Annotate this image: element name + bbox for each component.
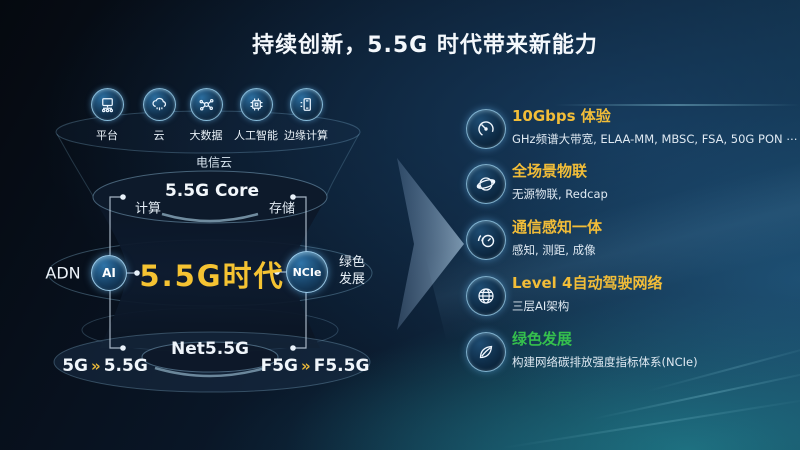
capability-title: 10Gbps 体验 bbox=[512, 107, 611, 125]
net-pedestal bbox=[141, 341, 279, 373]
autonomous-network-icon bbox=[466, 276, 506, 316]
capability-subtitle: 三层AI架构 bbox=[512, 299, 570, 313]
bracket-dot bbox=[274, 269, 280, 275]
net-label: Net5.5G bbox=[171, 339, 249, 359]
transition-arrow bbox=[397, 158, 464, 330]
cloud-label: 云 bbox=[153, 129, 165, 142]
core-glow bbox=[161, 212, 259, 223]
platform-icon bbox=[90, 88, 124, 121]
bracket-dot bbox=[120, 345, 126, 351]
bigdata-icon bbox=[189, 88, 223, 121]
capability-title: 绿色发展 bbox=[512, 330, 573, 348]
leaf-icon bbox=[466, 332, 506, 372]
capability-title: 通信感知一体 bbox=[512, 218, 603, 236]
capability-title: 全场景物联 bbox=[512, 162, 588, 180]
funnel-cone-left-edge bbox=[56, 133, 95, 199]
capability-10gbps: 10Gbps 体验 GHz频谱大带宽, ELAA-MM, MBSC, FSA, … bbox=[466, 100, 798, 152]
capability-subtitle: GHz频谱大带宽, ELAA-MM, MBSC, FSA, 50G PON ⋯ bbox=[512, 132, 798, 146]
evolution-arrow-icon: » bbox=[91, 357, 101, 375]
core-disk bbox=[92, 170, 328, 224]
green-development-label: 绿色 发展 bbox=[338, 255, 366, 287]
gauge-icon bbox=[466, 109, 506, 149]
bracket-dot bbox=[290, 345, 296, 351]
ai-chip-icon bbox=[239, 88, 273, 121]
platform-label: 平台 bbox=[96, 129, 118, 142]
edge-computing-icon bbox=[289, 88, 323, 121]
capability-iot: 全场景物联 无源物联, Redcap bbox=[466, 155, 796, 207]
capability-subtitle: 构建网络碳排放强度指标体系(NCIe) bbox=[512, 355, 698, 369]
evolution-5g: 5G» 5.5G bbox=[62, 356, 148, 376]
capability-green: 绿色发展 构建网络碳排放强度指标体系(NCIe) bbox=[466, 323, 796, 375]
sensing-icon bbox=[466, 220, 506, 260]
bigdata-item: 大数据 bbox=[171, 88, 241, 143]
platform-item: 平台 bbox=[72, 88, 142, 143]
bracket-dot bbox=[134, 270, 140, 276]
core-label: 5.5G Core bbox=[164, 181, 260, 201]
cloud-icon bbox=[142, 88, 176, 121]
bracket-dot bbox=[120, 194, 126, 200]
era-title: 5.5G时代 bbox=[139, 259, 285, 293]
pedestal-glow bbox=[154, 366, 266, 378]
compute-label: 计算 bbox=[134, 201, 162, 217]
edge-computing-item: 边缘计算 bbox=[271, 88, 341, 143]
funnel-body bbox=[95, 200, 325, 348]
ai-chip-label: 人工智能 bbox=[234, 129, 278, 142]
ai-chip-item: 人工智能 bbox=[221, 88, 291, 143]
adn-label: ADN bbox=[45, 263, 81, 283]
bracket-dot bbox=[290, 194, 296, 200]
bigdata-label: 大数据 bbox=[189, 129, 223, 142]
capability-sensing: 通信感知一体 感知, 测距, 成像 bbox=[466, 211, 796, 263]
edge-computing-label: 边缘计算 bbox=[284, 129, 328, 142]
capability-autonomous-network: Level 4自动驾驶网络 三层AI架构 bbox=[466, 267, 796, 319]
ncie-badge: NCIe bbox=[286, 251, 328, 293]
cloud-item: 云 bbox=[124, 88, 194, 143]
slide-title: 持续创新，5.5G 时代带来新能力 bbox=[252, 33, 598, 58]
capability-subtitle: 感知, 测距, 成像 bbox=[512, 243, 596, 257]
telecom-cloud-label: 电信云 bbox=[195, 155, 233, 170]
storage-label: 存储 bbox=[268, 201, 296, 217]
iot-globe-icon bbox=[466, 164, 506, 204]
ai-badge: AI bbox=[91, 255, 127, 291]
capability-title: Level 4自动驾驶网络 bbox=[512, 274, 663, 292]
evolution-arrow-icon: » bbox=[301, 357, 311, 375]
capability-subtitle: 无源物联, Redcap bbox=[512, 187, 608, 201]
evolution-f5g: F5G» F5.5G bbox=[260, 356, 370, 376]
